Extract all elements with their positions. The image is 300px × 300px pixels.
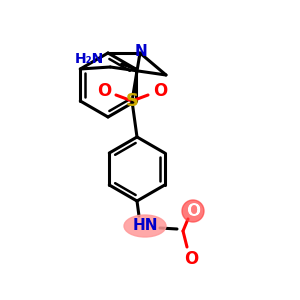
Ellipse shape [124, 215, 166, 237]
Text: HN: HN [132, 218, 158, 233]
Text: S: S [125, 92, 139, 110]
Text: O: O [186, 202, 200, 220]
Text: O: O [184, 250, 198, 268]
Text: O: O [186, 202, 200, 220]
Text: O: O [153, 82, 167, 100]
Text: O: O [97, 82, 111, 100]
Ellipse shape [182, 200, 204, 222]
Text: N: N [135, 44, 147, 59]
Text: H₂N: H₂N [74, 52, 104, 66]
